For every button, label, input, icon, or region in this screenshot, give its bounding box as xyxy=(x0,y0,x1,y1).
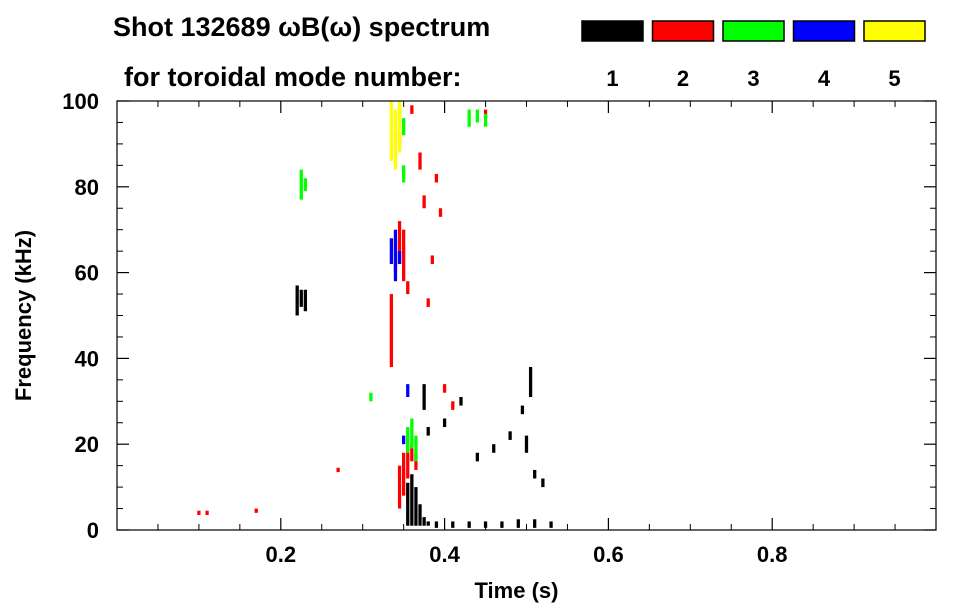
spectrum-mark-mode-2 xyxy=(402,229,406,282)
spectrum-mark-mode-2 xyxy=(197,510,201,515)
spectrum-mark-mode-1 xyxy=(426,521,430,526)
legend-label-mode-2: 2 xyxy=(677,66,689,91)
spectrum-mark-mode-3 xyxy=(475,109,479,123)
x-axis-label: Time (s) xyxy=(475,578,559,603)
spectrum-mark-mode-2 xyxy=(410,444,414,462)
spectrum-mark-mode-2 xyxy=(254,508,258,513)
spectrum-mark-mode-1 xyxy=(483,521,488,528)
spectrum-mark-mode-3 xyxy=(414,435,418,462)
spectrum-mark-mode-1 xyxy=(520,405,525,415)
x-tick-label: 0.4 xyxy=(429,542,460,567)
spectrum-mark-mode-2 xyxy=(426,298,430,307)
spectrum-mark-mode-3 xyxy=(303,178,308,192)
spectrum-mark-mode-2 xyxy=(430,255,434,265)
spectrum-mark-mode-4 xyxy=(406,384,410,398)
spectrum-mark-mode-3 xyxy=(402,118,406,136)
spectrum-mark-mode-2 xyxy=(336,467,340,473)
spectrum-mark-mode-1 xyxy=(500,521,504,528)
spectrum-marks xyxy=(197,101,553,528)
spectrum-mark-mode-2 xyxy=(438,208,443,217)
spectrum-mark-mode-2 xyxy=(397,465,402,509)
plot-frame xyxy=(116,100,937,531)
spectrum-mark-mode-2 xyxy=(389,294,394,367)
spectrum-mark-mode-1 xyxy=(541,478,545,488)
legend: 1 2 3 4 5 xyxy=(581,20,926,91)
chart-title-line1: Shot 132689 ωB(ω) spectrum xyxy=(113,12,490,42)
spectrum-mark-mode-2 xyxy=(406,435,410,479)
spectrum-mark-mode-1 xyxy=(533,519,537,528)
y-tick-label: 0 xyxy=(87,518,99,543)
spectrum-mark-mode-1 xyxy=(533,469,537,479)
spectrum-mark-mode-2 xyxy=(451,401,455,410)
spectrum-mark-mode-2 xyxy=(434,173,439,183)
spectrum-mark-mode-1 xyxy=(434,521,439,528)
y-tick-label: 60 xyxy=(75,261,99,286)
spectrum-mark-mode-1 xyxy=(516,519,520,528)
spectrum-mark-mode-1 xyxy=(303,289,308,312)
spectrum-mark-mode-1 xyxy=(426,427,430,436)
legend-label-mode-4: 4 xyxy=(818,66,831,91)
spectrum-mark-mode-1 xyxy=(492,444,496,453)
spectrum-mark-mode-1 xyxy=(451,521,455,528)
spectrum-mark-mode-1 xyxy=(467,521,471,528)
spectrum-mark-mode-4 xyxy=(389,238,394,265)
spectrum-mark-mode-5 xyxy=(389,101,394,162)
y-tick-label: 20 xyxy=(75,432,99,457)
spectrum-mark-mode-1 xyxy=(528,366,533,398)
y-tick-label: 40 xyxy=(75,346,99,371)
spectrum-mark-mode-5 xyxy=(393,109,398,170)
legend-swatch-mode-3 xyxy=(722,20,785,42)
legend-label-mode-3: 3 xyxy=(747,66,759,91)
spectrum-mark-mode-2 xyxy=(402,452,406,496)
spectrum-mark-mode-3 xyxy=(483,113,488,127)
spectrum-mark-mode-5 xyxy=(397,101,402,153)
legend-swatch-mode-1 xyxy=(581,20,644,42)
spectrum-mark-mode-3 xyxy=(299,169,303,200)
spectrum-mark-mode-1 xyxy=(299,289,303,307)
spectrum-mark-mode-1 xyxy=(508,431,512,440)
spectrum-mark-mode-1 xyxy=(418,504,422,526)
spectrum-mark-mode-3 xyxy=(467,109,471,127)
spectrum-mark-mode-3 xyxy=(406,427,410,453)
spectrum-mark-mode-2 xyxy=(442,384,447,393)
x-tick-label: 0.2 xyxy=(266,542,297,567)
legend-label-mode-5: 5 xyxy=(888,66,900,91)
legend-swatch-mode-4 xyxy=(792,20,856,42)
y-tick-label: 100 xyxy=(62,89,99,114)
x-tick-label: 0.8 xyxy=(757,542,788,567)
spectrum-mark-mode-1 xyxy=(549,521,553,528)
legend-swatch-mode-2 xyxy=(651,20,715,42)
spectrum-mark-mode-2 xyxy=(418,152,422,170)
spectrum-mark-mode-1 xyxy=(422,384,426,410)
spectrum-mark-mode-2 xyxy=(422,195,426,209)
y-axis-label: Frequency (kHz) xyxy=(11,230,36,401)
spectrum-mark-mode-2 xyxy=(397,221,402,265)
y-tick-label: 80 xyxy=(75,175,99,200)
spectrum-mark-mode-1 xyxy=(406,482,410,526)
spectrum-mark-mode-3 xyxy=(402,165,406,183)
spectrum-mark-mode-1 xyxy=(295,285,299,316)
legend-swatch-mode-5 xyxy=(863,20,926,42)
spectrum-mark-mode-1 xyxy=(442,418,447,428)
spectrum-mark-mode-4 xyxy=(402,435,406,445)
x-tick-label: 0.6 xyxy=(593,542,624,567)
spectrum-mark-mode-1 xyxy=(422,517,426,526)
spectrum-mark-mode-2 xyxy=(406,281,410,295)
spectrum-mark-mode-4 xyxy=(393,229,398,282)
spectrum-mark-mode-2 xyxy=(205,510,209,515)
spectrum-mark-mode-3 xyxy=(369,392,373,402)
spectrum-mark-mode-1 xyxy=(414,487,418,526)
legend-label-mode-1: 1 xyxy=(606,66,618,91)
spectrum-mark-mode-1 xyxy=(459,397,463,406)
spectrum-mark-mode-4 xyxy=(397,251,402,265)
spectrum-mark-mode-1 xyxy=(524,435,529,453)
chart-title-line2: for toroidal mode number: xyxy=(124,62,462,92)
axis-ticks: 0.2 0.4 0.6 0.8 0 20 40 60 80 100 xyxy=(62,89,936,567)
spectrum-mark-mode-3 xyxy=(410,418,414,449)
spectrum-mark-mode-1 xyxy=(475,452,479,462)
spectrum-mark-mode-1 xyxy=(410,474,414,526)
spectrum-mark-mode-2 xyxy=(410,105,414,114)
